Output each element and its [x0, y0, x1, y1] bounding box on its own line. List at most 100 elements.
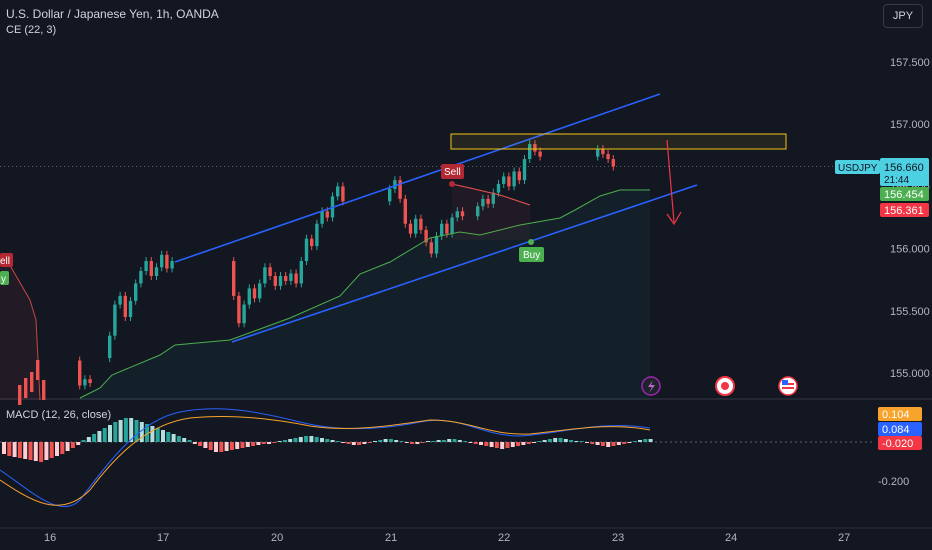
candle: [242, 304, 246, 324]
macd-histogram-bar: [277, 441, 282, 442]
macd-histogram-bar: [468, 442, 473, 443]
macd-badge: [878, 422, 922, 436]
red-badge: [880, 203, 929, 217]
macd-histogram-bar: [187, 440, 192, 442]
macd-histogram-bar: [457, 440, 462, 442]
macd-histogram-bar: [388, 439, 393, 442]
candle: [533, 144, 537, 152]
candle: [284, 275, 288, 281]
macd-histogram-bar: [516, 442, 521, 446]
indicator-label[interactable]: CE (22, 3): [6, 24, 57, 36]
candle: [538, 151, 542, 157]
macd-histogram-bar: [399, 441, 404, 442]
candle: [299, 261, 303, 284]
ce-support-line: [79, 189, 650, 399]
macd-histogram-bar: [346, 442, 351, 444]
macd-histogram-bar: [420, 442, 425, 443]
candle: [517, 171, 521, 181]
candle: [476, 206, 480, 217]
candle: [304, 238, 309, 262]
macd-histogram-bar: [415, 442, 420, 444]
macd-histogram-bar: [224, 442, 229, 451]
signal-arrow-head: [666, 211, 682, 226]
buy-label-box: [519, 247, 544, 262]
candle: [144, 261, 148, 271]
channel-upper: [174, 93, 661, 263]
candle: [36, 360, 40, 380]
symbol-badge: [835, 160, 880, 174]
macd-histogram-bar: [7, 442, 12, 456]
macd-histogram-bar: [123, 418, 128, 442]
candle: [320, 211, 324, 224]
candle: [403, 198, 407, 224]
macd-histogram-bar: [60, 442, 65, 454]
macd-histogram-bar: [134, 420, 139, 442]
macd-histogram-bar: [600, 442, 605, 446]
macd-histogram-bar: [367, 442, 372, 443]
candle: [455, 211, 459, 218]
resistance-zone: [450, 133, 787, 150]
candle: [445, 223, 449, 234]
signal-arrow-shaft: [666, 139, 675, 223]
macd-histogram-bar: [500, 442, 505, 449]
macd-signal-line: [0, 415, 651, 506]
macd-histogram-bar: [585, 442, 589, 443]
macd-histogram-bar: [298, 437, 303, 442]
macd-histogram-bar: [489, 442, 494, 447]
macd-histogram-bar: [383, 439, 388, 442]
candle: [601, 149, 605, 155]
macd-histogram-bar: [611, 442, 616, 446]
candle: [232, 261, 236, 296]
candle: [247, 288, 251, 305]
macd-histogram-bar: [282, 440, 287, 442]
macd-histogram-bar: [638, 440, 642, 442]
currency-button[interactable]: JPY: [883, 4, 923, 28]
candle: [481, 198, 485, 207]
channel-lower: [231, 184, 698, 343]
macd-histogram-bar: [161, 430, 165, 442]
macd-histogram-bar: [505, 442, 510, 448]
macd-histogram-bar: [33, 442, 38, 461]
candle: [160, 254, 164, 268]
candle: [252, 288, 257, 299]
macd-title[interactable]: MACD (12, 26, close): [6, 409, 112, 421]
candle: [268, 267, 272, 276]
candle: [414, 218, 418, 234]
macd-histogram-bar: [76, 442, 81, 445]
candle: [123, 295, 127, 318]
green-badge: [880, 187, 929, 201]
candle: [263, 267, 267, 284]
candle: [460, 211, 465, 217]
macd-histogram-bar: [267, 442, 271, 444]
sell-label: Sell: [444, 167, 461, 178]
macd-histogram-bar: [537, 441, 542, 442]
buy-dot: [528, 239, 534, 245]
macd-histogram-bar: [166, 432, 171, 442]
macd-histogram-bar: [341, 442, 346, 443]
candle: [118, 295, 122, 305]
macd-histogram-bar: [558, 438, 563, 442]
candle: [341, 186, 345, 202]
macd-histogram-bar: [28, 442, 33, 460]
macd-histogram-bar: [362, 442, 367, 444]
candle: [113, 304, 117, 336]
candle: [486, 198, 490, 204]
macd-histogram-bar: [452, 439, 457, 442]
macd-histogram-bar: [569, 440, 574, 442]
macd-histogram-bar: [261, 442, 266, 444]
macd-histogram-bar: [192, 442, 197, 444]
macd-histogram-bar: [81, 440, 86, 442]
candle: [83, 379, 87, 386]
left-sell-label: ell: [0, 256, 10, 267]
macd-histogram-bar: [203, 442, 208, 448]
candle: [128, 300, 133, 318]
macd-histogram-bar: [484, 442, 489, 446]
green-badge-text: 156.454: [884, 189, 924, 201]
macd-histogram-bar: [622, 442, 627, 444]
macd-histogram-bar: [394, 440, 399, 442]
macd-histogram-bar: [463, 441, 468, 442]
us-flag-icon: [782, 380, 788, 385]
macd-histogram-bar: [579, 441, 584, 442]
us-flag-icon: [782, 387, 794, 389]
